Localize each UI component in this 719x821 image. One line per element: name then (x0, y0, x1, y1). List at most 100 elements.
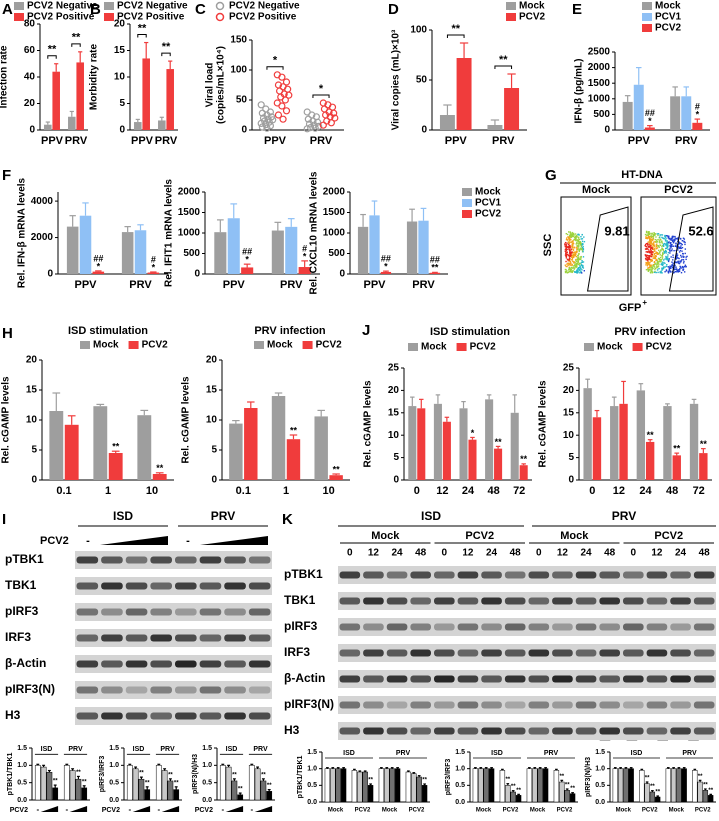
panel-letter: C (195, 1, 206, 18)
bar (439, 115, 455, 130)
x-tick-label: PCV2 (557, 808, 573, 814)
significance: # (151, 254, 156, 264)
blot-band (457, 571, 479, 579)
blot-band (623, 727, 644, 735)
bar (649, 791, 656, 803)
flow-event (576, 246, 578, 249)
flow-event (670, 245, 672, 247)
y-tick-label: 500 (183, 248, 200, 259)
flow-event (650, 242, 652, 244)
blot-band (623, 597, 644, 605)
flow-event (569, 253, 571, 255)
flow-event (649, 260, 652, 262)
flow-event (686, 255, 688, 258)
y-axis-label: Rel. CXCL10 mRNA levels (309, 171, 320, 294)
flow-event (673, 266, 676, 268)
flow-event (645, 245, 647, 248)
blot-strip (75, 603, 272, 621)
y-tick-label: 15 (114, 45, 126, 56)
x-tick-label: PPV (41, 135, 64, 147)
flow-event (664, 262, 666, 265)
bar (681, 96, 692, 130)
blot-band (76, 582, 99, 590)
blot-strip (338, 644, 716, 662)
flow-event (677, 237, 679, 239)
bar (93, 406, 108, 480)
blot-band (386, 649, 408, 657)
flow-event (663, 242, 666, 245)
flow-event (666, 235, 669, 237)
flow-event (653, 261, 656, 264)
blot-strip (338, 566, 716, 584)
bar (108, 453, 123, 480)
flow-event (647, 236, 649, 238)
chart-title: ISD stimulation (68, 325, 148, 337)
flow-event (666, 263, 668, 266)
flow-event (577, 233, 580, 236)
time-label: 24 (392, 548, 404, 559)
flow-event (570, 251, 572, 253)
y-axis-label: pTBK1/TBK1 (7, 753, 14, 796)
flow-event (649, 235, 651, 238)
panel-letter: I (2, 511, 6, 528)
blot-band (248, 608, 271, 616)
x-tick-label: PPV (628, 135, 651, 147)
flow-x-label: GFP (619, 302, 642, 314)
bar (417, 408, 426, 480)
flow-event (572, 241, 574, 244)
significance: ** (647, 430, 655, 440)
flow-event (579, 241, 581, 243)
flow-event (652, 234, 655, 236)
flow-event (681, 240, 684, 242)
blot-band (434, 649, 455, 657)
blot-band (363, 623, 384, 631)
flow-event (651, 266, 654, 268)
significance: ** (139, 771, 144, 777)
flow-event (646, 254, 648, 257)
flow-event (568, 237, 570, 239)
flow-event (681, 243, 683, 246)
bar (487, 125, 503, 130)
flow-event (670, 265, 673, 267)
subgroup-label: PCV2 (654, 530, 683, 542)
flow-event (665, 242, 667, 245)
blot-band (150, 556, 172, 564)
flow-event (650, 269, 652, 271)
blot-band (410, 571, 431, 579)
flow-event (581, 240, 584, 243)
flow-event (658, 259, 661, 261)
bar (689, 403, 699, 480)
blot-band (150, 712, 172, 720)
flow-event (571, 251, 573, 253)
flow-event (655, 255, 657, 258)
y-tick-label: 1.5 (17, 745, 27, 752)
flow-event (677, 262, 679, 264)
flow-event (583, 270, 585, 272)
x-tick-label: PPV (223, 279, 246, 291)
flow-event (569, 268, 572, 271)
significance: ** (238, 787, 243, 793)
flow-event (573, 253, 576, 255)
blot-band (410, 623, 431, 631)
blot-band (339, 701, 361, 709)
significance: * (384, 262, 388, 272)
data-point (274, 111, 283, 119)
flow-event (668, 235, 670, 237)
blot-band (224, 634, 246, 642)
flow-plot-label: PCV2 (664, 184, 693, 196)
flow-event (661, 269, 663, 271)
blot-band (575, 649, 597, 657)
flow-event (574, 262, 576, 264)
blot-band (528, 623, 550, 631)
panel-letter: K (282, 511, 293, 528)
flow-event (656, 259, 658, 261)
bar (378, 768, 385, 803)
x-tick-label: Mock (530, 808, 546, 814)
blot-band (693, 649, 715, 657)
blot-band (457, 675, 479, 683)
flow-event (574, 264, 576, 266)
flow-event (568, 231, 570, 233)
significance: ** (72, 32, 81, 44)
bar (351, 770, 358, 803)
significance: ** (511, 784, 516, 790)
